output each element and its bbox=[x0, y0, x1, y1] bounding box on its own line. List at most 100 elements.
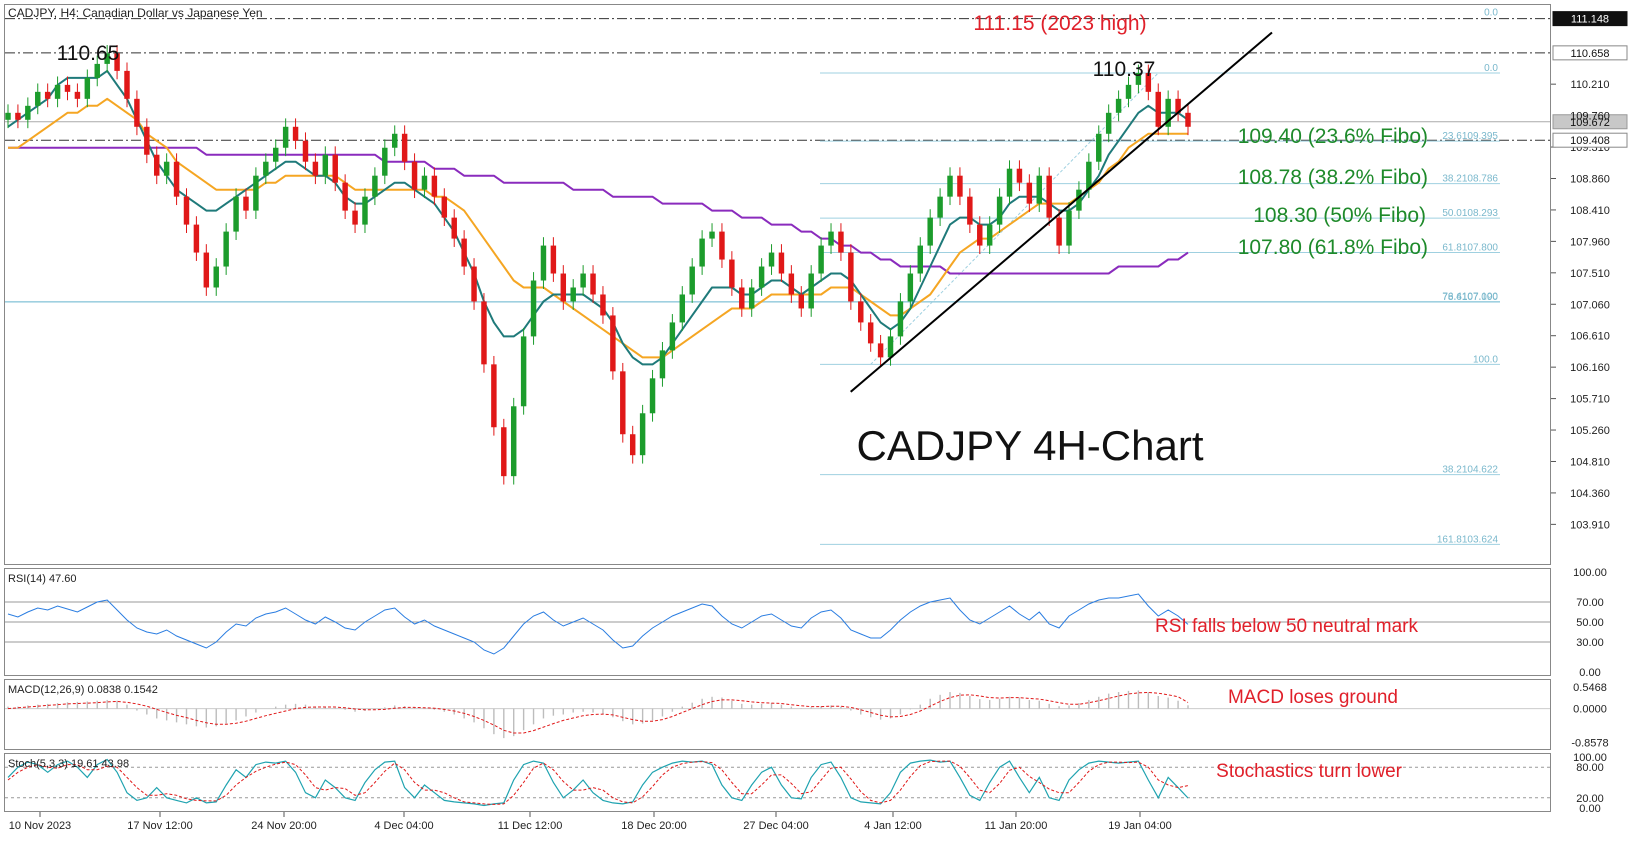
x-tick-label: 17 Nov 12:00 bbox=[127, 820, 192, 832]
candle-body bbox=[620, 371, 626, 435]
stoch-k-line bbox=[7, 758, 1189, 807]
candle-body bbox=[610, 315, 616, 372]
candle-body bbox=[292, 126, 299, 141]
stoch-tick-label: 80.00 bbox=[1576, 762, 1604, 774]
macd-tick-label: 0.0000 bbox=[1573, 704, 1607, 716]
candle-body bbox=[510, 406, 517, 477]
candle-body bbox=[134, 98, 140, 127]
candle-body bbox=[352, 210, 358, 225]
x-tick-label: 11 Jan 20:00 bbox=[985, 820, 1048, 832]
y-tick-label: 103.910 bbox=[1570, 519, 1610, 531]
candle-body bbox=[768, 252, 775, 267]
candle-body bbox=[1066, 210, 1072, 246]
stoch-label: Stoch(5,3,3) 19.61 43.98 bbox=[8, 758, 129, 770]
candle-body bbox=[481, 301, 487, 365]
stoch-tick-label: 20.00 bbox=[1576, 793, 1604, 805]
candle-body bbox=[748, 287, 755, 309]
rsi-tick-label: 30.00 bbox=[1576, 637, 1604, 649]
candle-body bbox=[828, 231, 834, 246]
annotation-110-65: 110.65 bbox=[57, 42, 120, 65]
time-axis: 10 Nov 2023 17 Nov 12:00 24 Nov 20:00 4 Dec… bbox=[9, 812, 1172, 832]
fibo-top-label: 0.0 bbox=[1484, 8, 1498, 19]
annotation-fibo-38: 108.78 (38.2% Fibo) bbox=[1238, 166, 1428, 189]
price-highlight-box bbox=[1552, 114, 1628, 130]
main-price-axis: 110.210109.310108.860108.410107.960107.5… bbox=[1551, 11, 1628, 531]
candle-body bbox=[739, 287, 745, 309]
candle-body bbox=[332, 154, 338, 183]
candle-body bbox=[54, 84, 61, 99]
candle-body bbox=[877, 343, 884, 358]
candle-body bbox=[451, 217, 457, 239]
candle-body bbox=[282, 126, 289, 148]
candle-body bbox=[35, 91, 41, 106]
panel-frames bbox=[4, 4, 1551, 812]
sma-200-line bbox=[8, 146, 1189, 275]
candle-body bbox=[173, 161, 180, 197]
rsi-tick-label: 100.00 bbox=[1573, 567, 1607, 579]
annotation-110-37: 110.37 bbox=[1093, 58, 1156, 81]
sma-200-series bbox=[8, 146, 1189, 275]
candle-body bbox=[25, 105, 31, 120]
candle-body bbox=[957, 175, 963, 197]
candle-body bbox=[203, 252, 210, 288]
candle-body bbox=[858, 301, 864, 323]
price-highlight-label: 111.148 bbox=[1571, 14, 1609, 26]
support-trendline bbox=[850, 31, 1273, 393]
candle-body bbox=[719, 231, 725, 260]
candle-body bbox=[977, 224, 983, 246]
ema-fast-line bbox=[7, 69, 1189, 366]
x-tick-label: 4 Jan 12:00 bbox=[864, 820, 922, 832]
candle-body bbox=[550, 245, 557, 274]
candle-body bbox=[44, 91, 51, 99]
candle-body bbox=[947, 175, 953, 197]
macd-label: MACD(12,26,9) 0.0838 0.1542 bbox=[8, 684, 158, 696]
y-tick-label: 107.960 bbox=[1570, 236, 1610, 248]
main-levels bbox=[5, 18, 1550, 141]
price-highlight-label: 109.672 bbox=[1570, 117, 1610, 129]
candle-body bbox=[798, 294, 805, 309]
fibo-label: 50.0108.293 bbox=[1442, 208, 1498, 219]
candle-body bbox=[778, 252, 785, 274]
y-tick-label: 107.060 bbox=[1570, 299, 1610, 311]
candle-body bbox=[520, 336, 527, 407]
candle-body bbox=[124, 70, 130, 99]
macd-annotation: MACD loses ground bbox=[1228, 687, 1398, 708]
y-tick-label: 106.610 bbox=[1570, 331, 1610, 343]
candle-body bbox=[372, 175, 378, 197]
annotation-fibo-23: 109.40 (23.6% Fibo) bbox=[1238, 125, 1428, 148]
candle-body bbox=[273, 147, 279, 162]
candle-body bbox=[937, 196, 943, 218]
candle-body bbox=[848, 252, 854, 302]
x-tick-label: 24 Nov 20:00 bbox=[251, 820, 316, 832]
candle-body bbox=[243, 196, 249, 211]
main-panel-frame bbox=[4, 4, 1551, 565]
candle-body bbox=[1016, 168, 1023, 183]
x-tick-label: 27 Dec 04:00 bbox=[743, 820, 808, 832]
candle-body bbox=[669, 322, 676, 351]
candle-body bbox=[1006, 168, 1013, 197]
x-tick-label: 4 Dec 04:00 bbox=[374, 820, 433, 832]
candle-body bbox=[1185, 112, 1191, 127]
candle-body bbox=[570, 287, 576, 302]
candle-body bbox=[838, 231, 844, 253]
x-tick-label: 10 Nov 2023 bbox=[9, 820, 71, 832]
candle-body bbox=[431, 175, 438, 197]
annotation-fibo-61: 107.80 (61.8% Fibo) bbox=[1238, 236, 1428, 259]
candle-body bbox=[491, 364, 497, 428]
candle-body bbox=[441, 196, 448, 218]
price-candles bbox=[5, 45, 1191, 485]
candle-body bbox=[629, 434, 636, 456]
rsi-annotation: RSI falls below 50 neutral mark bbox=[1155, 616, 1418, 637]
x-tick-label: 19 Jan 04:00 bbox=[1108, 820, 1172, 832]
candle-body bbox=[362, 196, 368, 225]
candle-body bbox=[758, 266, 765, 288]
candle-body bbox=[1036, 175, 1042, 204]
candle-body bbox=[213, 266, 219, 288]
y-tick-label: 110.210 bbox=[1571, 79, 1610, 91]
trendline bbox=[850, 31, 1273, 393]
candle-body bbox=[867, 322, 874, 344]
candle-body bbox=[689, 266, 695, 295]
candle-body bbox=[1135, 72, 1142, 85]
candle-body bbox=[15, 112, 21, 120]
